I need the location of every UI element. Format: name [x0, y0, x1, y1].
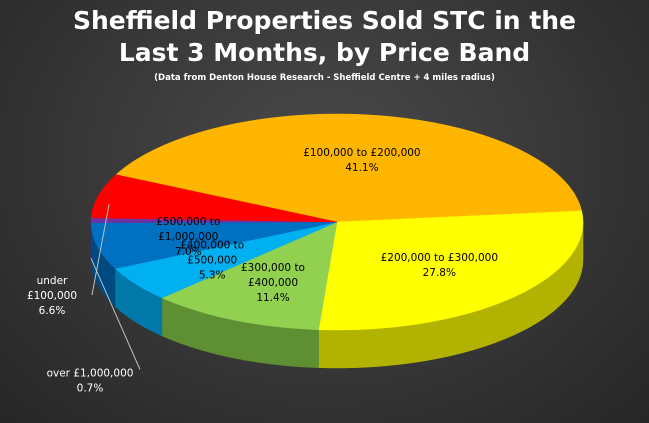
pie-value-label: 0.7%: [77, 383, 104, 395]
pie-slices: [90, 113, 584, 331]
pie-slice-500-000-to-1-000-000: [90, 221, 338, 269]
pie-slice-300-000-to-400-000: [161, 221, 338, 330]
pie-label-over-1-000-000: over £1,000,000 0.7%: [47, 368, 134, 395]
pie-leader-line: [91, 204, 110, 296]
pie-value-label: 11.4%: [256, 292, 289, 304]
pie-category-label: £200,000 to £300,000: [381, 252, 498, 264]
chart-subtitle: (Data from Denton House Research - Sheff…: [154, 73, 495, 83]
pie-label-300-000-to-400-000: £300,000 to £400,000 11.4%: [241, 262, 305, 304]
pie-slice-200-000-to-300-000: [318, 210, 584, 331]
pie-value-label: 5.3%: [199, 270, 226, 282]
pie-slice-400-000-to-500-000: [114, 221, 338, 299]
pie-category-label: £100,000: [27, 290, 77, 302]
pie-labels: £100,000 to £200,000 41.1% £200,000 to £30…: [27, 147, 498, 395]
pie-category-label: £1,000,000: [158, 231, 218, 243]
pie-label-under-100-000: under £100,000 6.6%: [27, 275, 77, 317]
pie-value-label: 6.6%: [39, 305, 66, 317]
chart-title-line-1: Sheffield Properties Sold STC in the: [72, 6, 577, 35]
pie-category-label: under: [37, 275, 68, 287]
pie-label-400-000-to-500-000: £400,000 to £500,000 5.3%: [180, 240, 244, 282]
pie-label-200-000-to-300-000: £200,000 to £300,000 27.8%: [381, 252, 498, 279]
pie-value-label: 41.1%: [345, 162, 378, 174]
pie-category-label: £400,000 to: [180, 240, 244, 252]
pie-category-label: £500,000 to: [156, 216, 220, 228]
pie-slice-under-100-000: [90, 174, 338, 223]
pie-category-label: £100,000 to £200,000: [303, 147, 420, 159]
pie-category-label: over £1,000,000: [47, 368, 134, 380]
pie-label-100-000-to-200-000: £100,000 to £200,000 41.1%: [303, 147, 420, 174]
pie-label-500-000-to-1-000-000: £500,000 to £1,000,000 7.0%: [156, 216, 220, 258]
pie-category-label: £400,000: [248, 277, 298, 289]
pie-slice-100-000-to-200-000: [115, 113, 583, 223]
chart-title-line-2: Last 3 Months, by Price Band: [118, 38, 531, 67]
pie-value-label: 7.0%: [175, 246, 202, 258]
pie-value-label: 27.8%: [423, 267, 456, 279]
pie-leader-line: [90, 257, 141, 370]
pie-category-label: £300,000 to: [241, 262, 305, 274]
pie-category-label: £500,000: [187, 255, 237, 267]
